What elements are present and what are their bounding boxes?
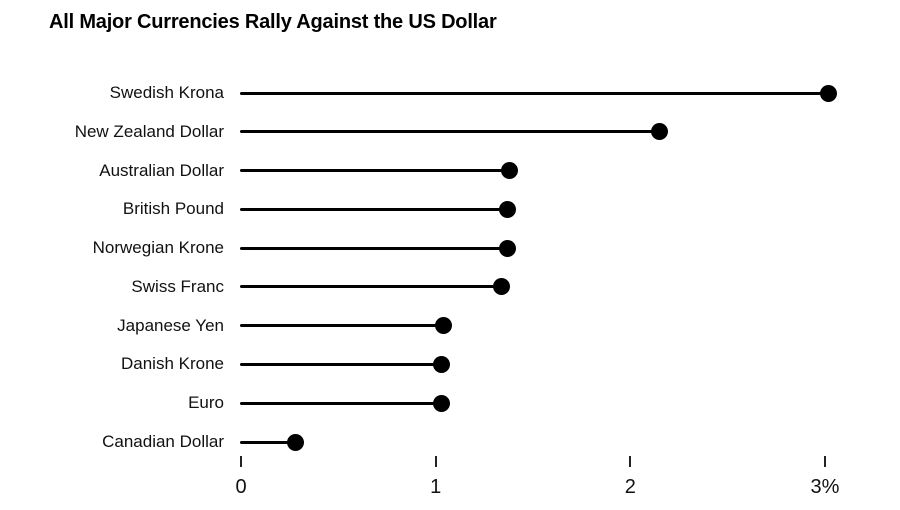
- lollipop-stem: [240, 207, 508, 211]
- data-point: [651, 123, 669, 141]
- data-point: [434, 317, 452, 335]
- lollipop-stem: [240, 401, 442, 405]
- data-point: [499, 200, 517, 218]
- data-point: [501, 162, 519, 180]
- data-point: [493, 278, 511, 296]
- category-label: Swedish Krona: [109, 83, 224, 102]
- data-point: [287, 433, 304, 451]
- axis-tick-mark: [434, 456, 437, 467]
- category-label: Japanese Yen: [117, 315, 224, 335]
- lollipop-stem: [240, 246, 508, 250]
- category-label: Danish Krone: [120, 354, 224, 374]
- category-label: British Pound: [122, 199, 224, 219]
- axis-tick-mark: [240, 456, 242, 467]
- lollipop-stem: [240, 362, 442, 366]
- category-label: New Zealand Dollar: [74, 121, 224, 141]
- axis-tick-label: 0: [235, 476, 247, 498]
- data-point: [433, 394, 450, 412]
- lollipop-stem: [240, 440, 296, 444]
- category-label: Australian Dollar: [99, 160, 224, 180]
- data-point: [499, 239, 517, 257]
- lollipop-stem: [240, 91, 829, 95]
- axis-tick-mark: [629, 456, 632, 467]
- category-label: Canadian Dollar: [102, 432, 224, 452]
- axis-tick-label: 2: [624, 476, 636, 498]
- axis-tick-label: 1: [430, 476, 442, 498]
- data-point: [820, 84, 838, 102]
- lollipop-stem: [240, 169, 510, 173]
- category-label: Norwegian Krone: [92, 238, 224, 258]
- lollipop-stem: [240, 130, 660, 134]
- data-point: [433, 355, 450, 373]
- lollipop-stem: [240, 324, 444, 328]
- axis-tick-mark: [824, 456, 826, 467]
- axis-tick-label: 3%: [810, 476, 840, 498]
- category-label: Euro: [188, 393, 224, 413]
- category-label: Swiss Franc: [131, 276, 224, 296]
- chart-title: All Major Currencies Rally Against the U…: [49, 11, 497, 33]
- lollipop-stem: [240, 285, 502, 289]
